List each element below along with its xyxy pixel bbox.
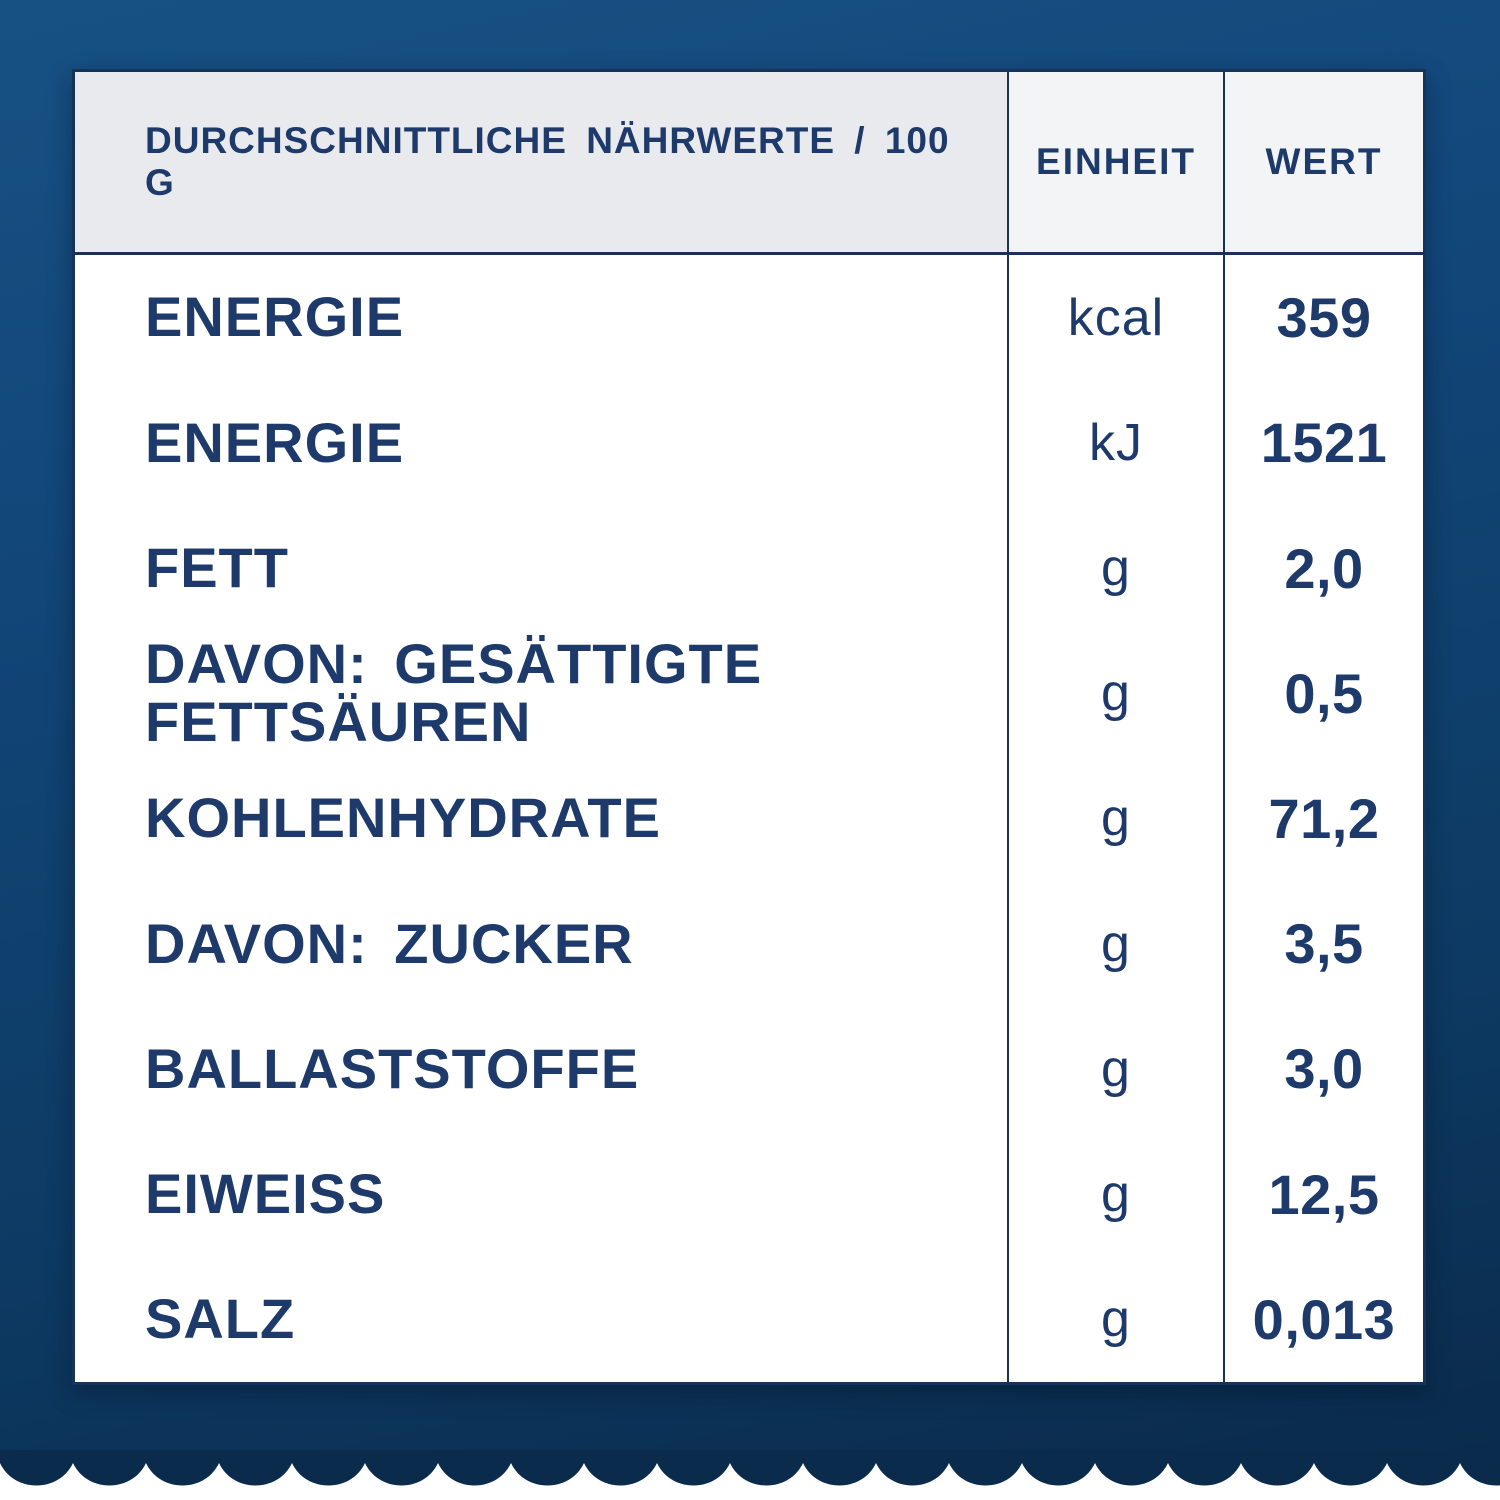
wave-path bbox=[0, 1450, 1500, 1486]
row-cell-unit: g bbox=[1007, 1256, 1225, 1382]
row-value: 71,2 bbox=[1268, 786, 1380, 850]
row-cell-label: ENERGIE bbox=[75, 255, 1007, 380]
scalloped-bottom-edge bbox=[0, 1450, 1500, 1500]
row-value: 12,5 bbox=[1268, 1162, 1380, 1226]
row-cell-unit: g bbox=[1007, 1006, 1225, 1132]
row-cell-value: 359 bbox=[1225, 255, 1423, 380]
row-cell-value: 0,5 bbox=[1225, 631, 1423, 756]
row-label: DAVON: GESÄTTIGTE FETTSÄUREN bbox=[145, 632, 763, 754]
row-unit: g bbox=[1101, 539, 1131, 598]
row-value: 0,5 bbox=[1284, 661, 1364, 725]
row-unit: kcal bbox=[1067, 288, 1165, 347]
row-unit: g bbox=[1101, 789, 1131, 848]
row-cell-value: 1521 bbox=[1225, 380, 1423, 505]
table-row: BALLASTSTOFFE g 3,0 bbox=[75, 1006, 1423, 1132]
row-cell-value: 2,0 bbox=[1225, 505, 1423, 630]
row-cell-unit: g bbox=[1007, 755, 1225, 882]
row-label: EIWEISS bbox=[145, 1162, 386, 1226]
table-row: DAVON: ZUCKER g 3,5 bbox=[75, 881, 1423, 1007]
row-cell-value: 3,5 bbox=[1225, 881, 1423, 1006]
row-unit: g bbox=[1101, 1039, 1131, 1098]
row-cell-unit: g bbox=[1007, 630, 1225, 756]
row-cell-label: FETT bbox=[75, 505, 1007, 630]
row-label: DAVON: ZUCKER bbox=[145, 911, 634, 975]
row-unit: g bbox=[1101, 1165, 1131, 1224]
row-cell-label: DAVON: GESÄTTIGTE FETTSÄUREN bbox=[75, 631, 1007, 756]
row-cell-unit: g bbox=[1007, 505, 1225, 631]
row-cell-label: SALZ bbox=[75, 1257, 1007, 1382]
row-value: 3,0 bbox=[1284, 1037, 1364, 1101]
row-cell-value: 0,013 bbox=[1225, 1257, 1423, 1382]
row-cell-label: KOHLENHYDRATE bbox=[75, 756, 1007, 881]
header-nutrients-label: DURCHSCHNITTLICHE NÄHRWERTE / 100 G bbox=[145, 120, 950, 203]
row-cell-unit: g bbox=[1007, 1131, 1225, 1257]
table-row: ENERGIE kJ 1521 bbox=[75, 380, 1423, 506]
table-row: KOHLENHYDRATE g 71,2 bbox=[75, 755, 1423, 882]
row-value: 2,0 bbox=[1284, 536, 1364, 600]
table-row: SALZ g 0,013 bbox=[75, 1256, 1423, 1382]
row-label: ENERGIE bbox=[145, 410, 405, 474]
table-row: FETT g 2,0 bbox=[75, 505, 1423, 631]
nutrition-table-card: DURCHSCHNITTLICHE NÄHRWERTE / 100 G EINH… bbox=[72, 69, 1426, 1385]
row-cell-label: ENERGIE bbox=[75, 380, 1007, 505]
row-label: SALZ bbox=[145, 1287, 296, 1351]
row-cell-value: 3,0 bbox=[1225, 1006, 1423, 1131]
row-cell-value: 71,2 bbox=[1225, 756, 1423, 881]
table-body: ENERGIE kcal 359 ENERGIE kJ 1521 FETT bbox=[75, 255, 1423, 1382]
table-row: ENERGIE kcal 359 bbox=[75, 255, 1423, 381]
row-cell-value: 12,5 bbox=[1225, 1132, 1423, 1257]
row-label: BALLASTSTOFFE bbox=[145, 1036, 640, 1100]
row-label: KOHLENHYDRATE bbox=[145, 786, 661, 850]
row-value: 3,5 bbox=[1284, 912, 1364, 976]
row-unit: g bbox=[1101, 664, 1131, 723]
row-cell-label: EIWEISS bbox=[75, 1132, 1007, 1257]
row-cell-unit: kJ bbox=[1007, 380, 1225, 506]
row-unit: g bbox=[1101, 1290, 1131, 1349]
table-row: EIWEISS g 12,5 bbox=[75, 1131, 1423, 1257]
row-value: 0,013 bbox=[1252, 1287, 1396, 1351]
wave-edge-graphic bbox=[0, 1450, 1500, 1486]
row-label: ENERGIE bbox=[145, 285, 405, 349]
table-row: DAVON: GESÄTTIGTE FETTSÄUREN g 0,5 bbox=[75, 630, 1423, 756]
row-cell-label: BALLASTSTOFFE bbox=[75, 1006, 1007, 1131]
row-unit: kJ bbox=[1089, 413, 1143, 472]
row-value: 1521 bbox=[1260, 411, 1388, 475]
header-cell-unit: EINHEIT bbox=[1007, 72, 1225, 252]
row-cell-label: DAVON: ZUCKER bbox=[75, 881, 1007, 1006]
row-unit: g bbox=[1101, 914, 1131, 973]
row-cell-unit: kcal bbox=[1007, 255, 1225, 381]
row-label: FETT bbox=[145, 535, 289, 599]
header-unit-label: EINHEIT bbox=[1036, 141, 1196, 182]
header-value-label: WERT bbox=[1265, 141, 1383, 182]
header-cell-nutrients: DURCHSCHNITTLICHE NÄHRWERTE / 100 G bbox=[75, 72, 1007, 252]
header-cell-value: WERT bbox=[1225, 72, 1423, 252]
row-cell-unit: g bbox=[1007, 881, 1225, 1007]
table-header-row: DURCHSCHNITTLICHE NÄHRWERTE / 100 G EINH… bbox=[75, 72, 1423, 255]
row-value: 359 bbox=[1276, 286, 1372, 350]
